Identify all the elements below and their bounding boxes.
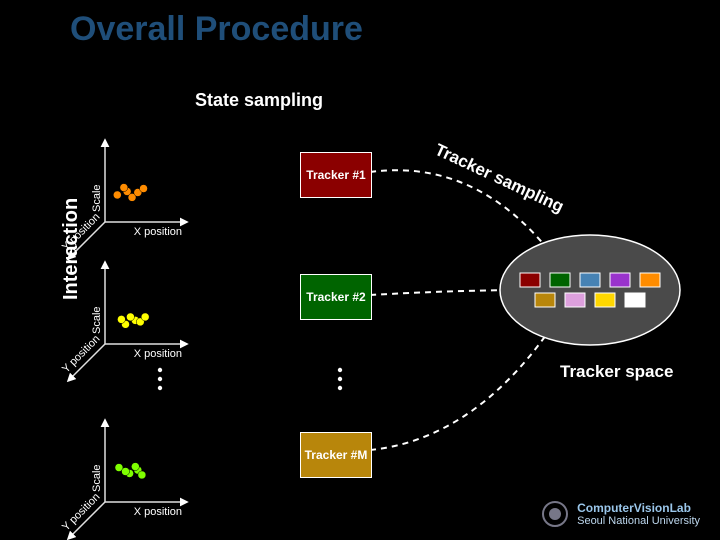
footer: ComputerVisionLab Seoul National Univers… <box>541 500 700 528</box>
tracker-box: Tracker #2 <box>300 274 372 320</box>
footer-lab: ComputerVisionLab <box>577 501 700 515</box>
axis-label: X position <box>134 506 182 518</box>
label-tracker-space: Tracker space <box>560 362 673 382</box>
axis-label: Scale <box>91 306 103 334</box>
slide-stage: Overall Procedure State sampling Tracker… <box>0 0 720 540</box>
footer-uni: Seoul National University <box>577 515 700 527</box>
axis-label: X position <box>134 348 182 360</box>
axis-label: X position <box>134 226 182 238</box>
axis-label: Scale <box>91 464 103 492</box>
tracker-box: Tracker #M <box>300 432 372 478</box>
logo-icon <box>541 500 569 528</box>
tracker-box: Tracker #1 <box>300 152 372 198</box>
axis-label: Scale <box>91 184 103 212</box>
